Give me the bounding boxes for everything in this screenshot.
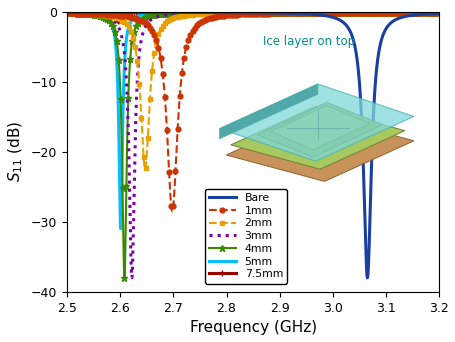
Y-axis label: $S_{11}$ (dB): $S_{11}$ (dB)	[7, 121, 25, 183]
X-axis label: Frequency (GHz): Frequency (GHz)	[189, 320, 316, 335]
Legend: Bare, 1mm, 2mm, 3mm, 4mm, 5mm, 7.5mm: Bare, 1mm, 2mm, 3mm, 4mm, 5mm, 7.5mm	[204, 189, 287, 284]
